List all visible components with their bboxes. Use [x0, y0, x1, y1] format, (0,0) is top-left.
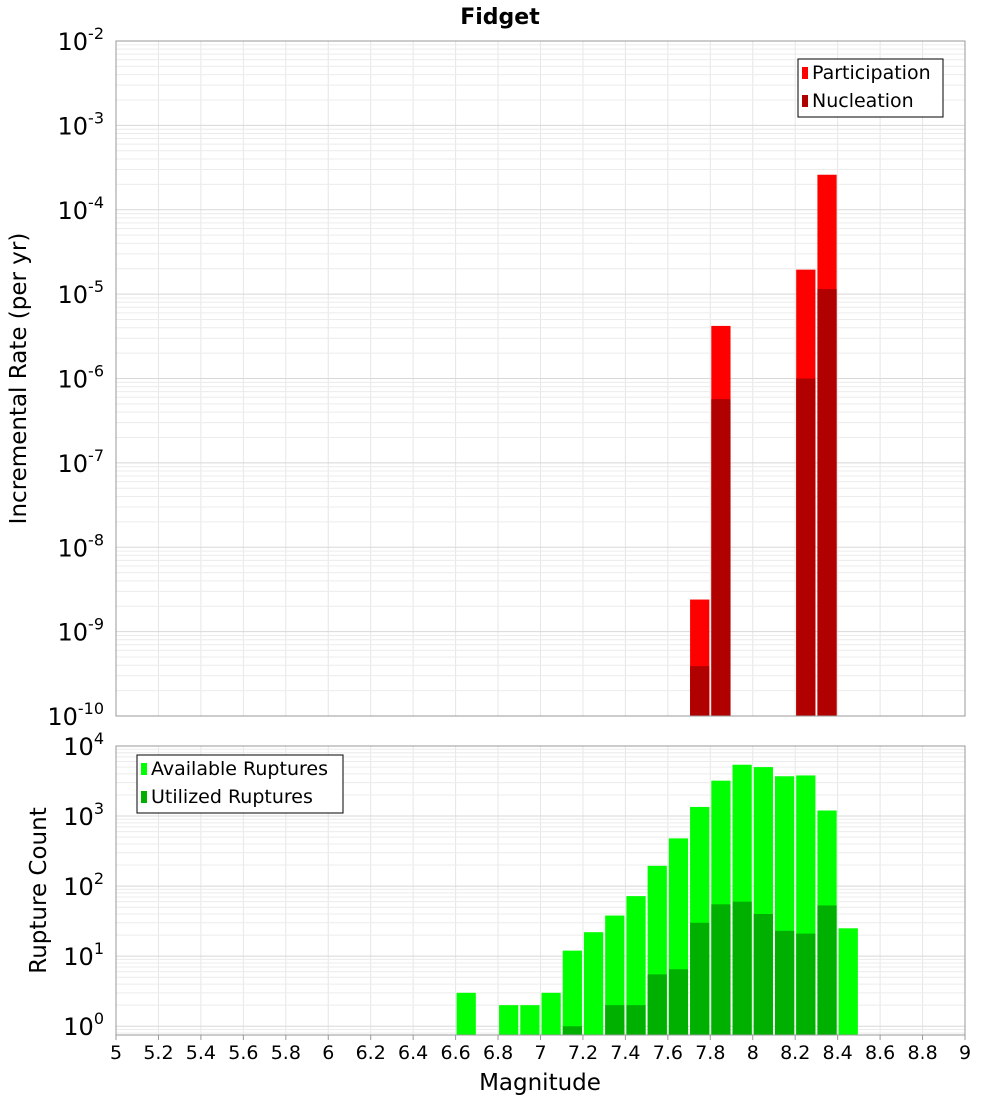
- x-tick-label: 7.4: [610, 1042, 640, 1064]
- x-tick-label: 6.2: [356, 1042, 386, 1064]
- x-tick-label: 9: [959, 1042, 971, 1064]
- bar: [690, 666, 710, 716]
- bar: [796, 933, 816, 1035]
- x-tick-label: 5.4: [186, 1042, 216, 1064]
- legend-swatch: [141, 763, 147, 775]
- x-tick-label: 7.2: [568, 1042, 598, 1064]
- y-tick-label: 102: [63, 869, 104, 901]
- y-tick-label: 10-10: [47, 699, 104, 731]
- x-tick-label: 6: [322, 1042, 334, 1064]
- grid-lines: [116, 41, 965, 717]
- bar: [605, 915, 625, 1035]
- y-tick-label: 10-5: [58, 277, 105, 309]
- bar: [456, 992, 476, 1035]
- x-tick-label: 8.2: [780, 1042, 810, 1064]
- bar: [668, 969, 689, 1035]
- bar: [817, 289, 837, 716]
- y-tick-label: 101: [63, 939, 104, 971]
- x-tick-label: 6.4: [398, 1042, 428, 1064]
- panel-incremental-rate: 10-10 10-9 10-8 10-7 10-6 10-5 10-4 10-3 10-2 Inc…: [6, 24, 966, 731]
- bar: [520, 1005, 540, 1035]
- legend-label: Nucleation: [812, 90, 914, 112]
- bar: [626, 1005, 646, 1035]
- x-tick-label: 6.8: [483, 1042, 513, 1064]
- y-tick-label: 10-4: [58, 193, 105, 225]
- x-tick-label: 5: [110, 1042, 122, 1064]
- bar: [562, 1026, 582, 1035]
- series-utilized-ruptures: [562, 901, 837, 1035]
- legend-box: [797, 58, 944, 118]
- x-tick-label: 5.8: [271, 1042, 301, 1064]
- bar: [541, 992, 561, 1035]
- legend-swatch: [802, 95, 808, 107]
- legend-label: Available Ruptures: [151, 758, 328, 780]
- x-tick-label: 7.6: [653, 1042, 683, 1064]
- x-tick-label: 5.2: [143, 1042, 173, 1064]
- bar: [562, 950, 582, 1035]
- bar: [774, 930, 795, 1035]
- bar: [796, 378, 816, 716]
- legend-label: Participation: [812, 62, 931, 84]
- legend-box: [136, 754, 344, 814]
- y-tick-label: 10-6: [58, 362, 105, 394]
- y-axis-title: Incremental Rate (per yr): [6, 233, 32, 525]
- bar: [838, 928, 858, 1035]
- y-tick-label: 10-9: [58, 615, 105, 647]
- x-tick-label: 7: [534, 1042, 546, 1064]
- legend: Available Ruptures Utilized Ruptures: [136, 754, 344, 814]
- chart-title: Fidget: [460, 5, 540, 30]
- y-tick-label: 100: [63, 1009, 104, 1041]
- x-tick-label: 8.8: [907, 1042, 937, 1064]
- y-tick-label: 104: [63, 729, 104, 761]
- bar: [817, 905, 837, 1035]
- bar: [753, 914, 773, 1035]
- x-tick-label: 5.6: [228, 1042, 258, 1064]
- x-tick-label: 7.8: [695, 1042, 725, 1064]
- bar: [711, 904, 731, 1035]
- bar: [499, 1005, 519, 1035]
- y-tick-label: 10-2: [58, 24, 105, 56]
- y-tick-label: 103: [63, 799, 104, 831]
- bar: [732, 901, 752, 1035]
- legend-label: Utilized Ruptures: [151, 786, 313, 808]
- x-tick-label: 8.4: [823, 1042, 853, 1064]
- x-tick-label: 8.6: [865, 1042, 895, 1064]
- bar: [605, 1005, 625, 1035]
- x-tick-label: 6.6: [440, 1042, 470, 1064]
- legend-swatch: [141, 791, 147, 803]
- bar: [583, 932, 604, 1035]
- x-axis-title: Magnitude: [479, 1070, 601, 1096]
- bar: [711, 399, 731, 716]
- y-axis-title: Rupture Count: [26, 807, 52, 973]
- panel-rupture-count: 100 101 102 103 104 Rupture Count Available Ru…: [26, 729, 966, 1041]
- legend-swatch: [802, 67, 808, 79]
- y-tick-label: 10-7: [58, 446, 105, 478]
- y-tick-label: 10-3: [58, 108, 105, 140]
- bar: [626, 896, 646, 1035]
- y-tick-label: 10-8: [58, 530, 105, 562]
- x-tick-label: 8: [747, 1042, 759, 1064]
- x-axis: 5 5.2 5.4 5.6 5.8 6 6.2 6.4 6.6 6.8 7 7.2 7.4 7.6 7.8 8…: [110, 1035, 971, 1064]
- series-nucleation: [690, 289, 837, 716]
- plot-frame: [115, 40, 966, 717]
- bar: [690, 922, 710, 1035]
- bar: [647, 974, 667, 1035]
- legend: Participation Nucleation: [797, 58, 944, 118]
